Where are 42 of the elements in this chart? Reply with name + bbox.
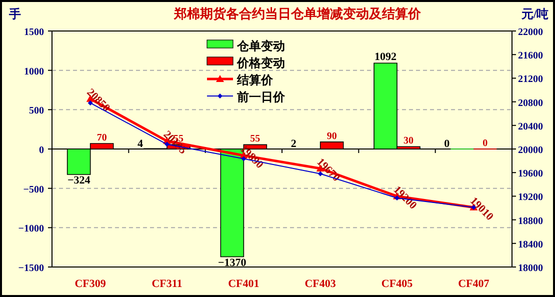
x-tick-label: CF403: [304, 278, 336, 290]
x-tick-label: CF405: [381, 278, 414, 290]
y2-tick-label: 20400: [518, 121, 543, 132]
y-tick-label: 500: [29, 106, 44, 117]
y2-tick-label: 20800: [518, 98, 543, 109]
y2-tick-label: 21200: [518, 74, 543, 86]
data-label: 30: [404, 136, 414, 147]
y2-tick-label: 19600: [518, 168, 543, 180]
y2-axis-title: 元/吨: [520, 7, 549, 21]
y2-tick-label: 19200: [518, 192, 543, 204]
data-label: 1092: [374, 51, 397, 64]
y2-tick-label: 18400: [518, 239, 543, 250]
y-tick-label: −500: [23, 184, 44, 196]
x-tick-label: CF311: [152, 278, 182, 290]
data-label: 70: [96, 132, 107, 144]
y2-tick-label: 18800: [518, 216, 543, 227]
y2-tick-label: 22000: [518, 27, 543, 38]
y-tick-label: 1500: [24, 27, 44, 38]
x-tick-label: CF407: [458, 278, 490, 290]
data-label: −324: [67, 174, 91, 186]
y-tick-label: 1000: [24, 66, 44, 78]
legend-label: 仓单变动: [236, 39, 285, 53]
data-label: 55: [250, 134, 260, 145]
legend-label: 结算价: [236, 73, 274, 87]
data-label: 90: [326, 130, 337, 142]
legend-label: 前一日价: [236, 90, 286, 104]
y-axis-title: 手: [8, 7, 21, 21]
chart-title: 郑棉期货各合约当日仓单增减变动及结算价: [173, 6, 422, 21]
y-tick-label: 0: [39, 145, 44, 156]
y-tick-label: −1500: [18, 263, 44, 274]
data-label: 0: [482, 138, 488, 149]
y2-tick-label: 20000: [518, 145, 543, 156]
y-tick-label: −1000: [18, 224, 44, 235]
data-label: −1370: [218, 256, 247, 269]
data-label: 4: [138, 138, 144, 150]
y2-tick-label: 21600: [518, 50, 543, 62]
data-label: 0: [444, 138, 450, 150]
y2-tick-label: 18000: [518, 263, 543, 274]
legend-label: 价格变动: [236, 56, 285, 70]
x-tick-label: CF401: [228, 278, 260, 290]
data-label: 2: [290, 138, 297, 150]
x-tick-label: CF309: [74, 278, 106, 290]
